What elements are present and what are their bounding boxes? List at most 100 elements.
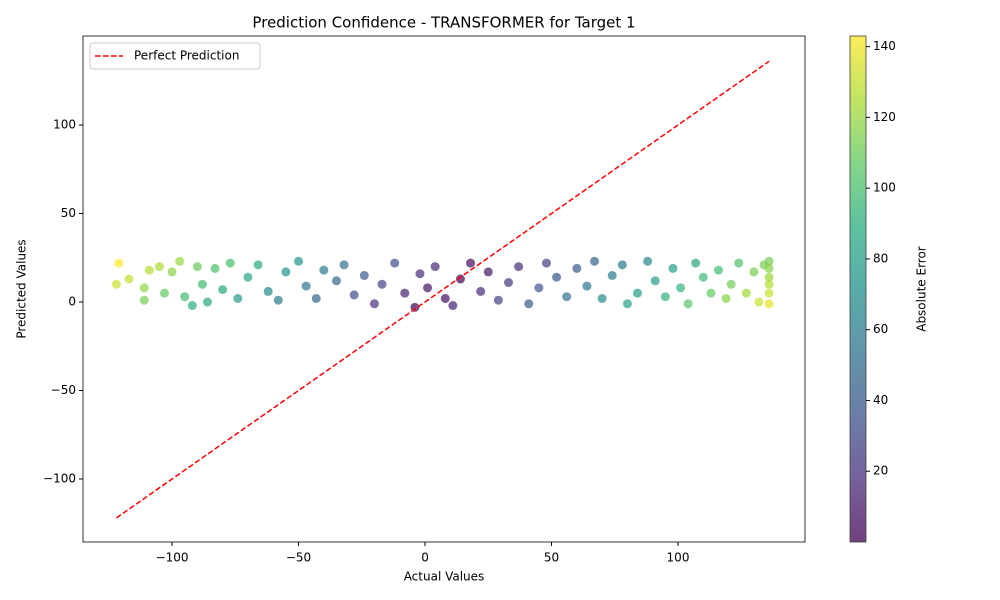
scatter-point — [749, 267, 759, 277]
scatter-point — [524, 299, 534, 309]
x-tick-label: 0 — [421, 551, 429, 565]
scatter-point — [253, 260, 263, 270]
scatter-point — [643, 256, 653, 266]
scatter-point — [180, 292, 190, 302]
scatter-point — [233, 293, 243, 303]
scatter-point — [167, 267, 177, 277]
colorbar-tick-label: 140 — [873, 39, 896, 53]
colorbar-tick-label: 20 — [873, 464, 888, 478]
scatter-point — [713, 265, 723, 275]
scatter-point — [139, 295, 149, 305]
scatter-point — [448, 301, 458, 311]
y-tick-label: 100 — [53, 118, 76, 132]
colorbar-tick-label: 120 — [873, 110, 896, 124]
y-axis-label: Predicted Values — [15, 239, 29, 338]
y-tick-label: 50 — [61, 206, 76, 220]
x-tick-label: −100 — [156, 551, 189, 565]
y-tick-label: −50 — [51, 383, 76, 397]
scatter-point — [582, 281, 592, 291]
plot-area — [111, 60, 774, 519]
scatter-point — [691, 258, 701, 268]
scatter-point — [650, 276, 660, 286]
legend-label: Perfect Prediction — [134, 49, 239, 63]
scatter-point — [144, 265, 154, 275]
x-tick-label: 100 — [667, 551, 690, 565]
scatter-point — [311, 293, 321, 303]
scatter-point — [552, 272, 562, 282]
scatter-point — [301, 281, 311, 291]
scatter-point — [572, 263, 582, 273]
scatter-point — [331, 276, 341, 286]
scatter-point — [764, 279, 774, 289]
scatter-point — [154, 262, 164, 272]
scatter-point — [726, 279, 736, 289]
scatter-point — [139, 283, 149, 293]
scatter-point — [440, 293, 450, 303]
colorbar — [849, 35, 867, 543]
colorbar-tick-label: 40 — [873, 393, 888, 407]
x-axis-label: Actual Values — [404, 570, 485, 584]
scatter-point — [210, 263, 220, 273]
scatter-point — [534, 283, 544, 293]
scatter-point — [660, 292, 670, 302]
scatter-point — [423, 283, 433, 293]
scatter-point — [390, 258, 400, 268]
scatter-point — [698, 272, 708, 282]
scatter-point — [683, 299, 693, 309]
scatter-point — [668, 263, 678, 273]
scatter-point — [159, 288, 169, 298]
scatter-point — [218, 285, 228, 295]
scatter-point — [734, 258, 744, 268]
scatter-point — [617, 260, 627, 270]
scatter-point — [114, 258, 124, 268]
scatter-point — [493, 295, 503, 305]
scatter-point — [187, 301, 197, 311]
scatter-point — [597, 293, 607, 303]
scatter-point — [741, 288, 751, 298]
scatter-point — [263, 286, 273, 296]
scatter-point — [764, 256, 774, 266]
scatter-point — [359, 270, 369, 280]
y-tick-label: −100 — [43, 471, 76, 485]
chart-title: Prediction Confidence - TRANSFORMER for … — [252, 14, 635, 32]
scatter-point — [410, 302, 420, 312]
scatter-point — [339, 260, 349, 270]
scatter-point — [415, 269, 425, 279]
x-tick-label: 50 — [544, 551, 559, 565]
scatter-point — [281, 267, 291, 277]
colorbar-tick-label: 60 — [873, 322, 888, 336]
scatter-point — [676, 283, 686, 293]
scatter-point — [319, 265, 329, 275]
scatter-point — [764, 299, 774, 309]
scatter-point — [124, 274, 134, 284]
x-tick-label: −50 — [286, 551, 311, 565]
scatter-point — [273, 295, 283, 305]
scatter-point — [764, 263, 774, 273]
scatter-point — [111, 279, 121, 289]
colorbar-tick-label: 100 — [873, 181, 896, 195]
plot-frame — [82, 35, 806, 543]
colorbar-label: Absolute Error — [915, 246, 929, 332]
scatter-point — [430, 262, 440, 272]
scatter-point — [541, 258, 551, 268]
scatter-point — [455, 274, 465, 284]
scatter-point — [514, 262, 524, 272]
scatter-point — [466, 258, 476, 268]
scatter-point — [400, 288, 410, 298]
scatter-point — [476, 286, 486, 296]
scatter-point — [607, 270, 617, 280]
y-tick-label: 0 — [68, 295, 76, 309]
scatter-point — [225, 258, 235, 268]
scatter-point — [562, 292, 572, 302]
scatter-point — [633, 288, 643, 298]
scatter-point — [349, 290, 359, 300]
scatter-point — [243, 272, 253, 282]
scatter-point — [175, 256, 185, 266]
perfect-prediction-line — [115, 60, 770, 519]
scatter-point — [192, 262, 202, 272]
scatter-point — [483, 267, 493, 277]
scatter-point — [202, 297, 212, 307]
scatter-point — [294, 256, 304, 266]
